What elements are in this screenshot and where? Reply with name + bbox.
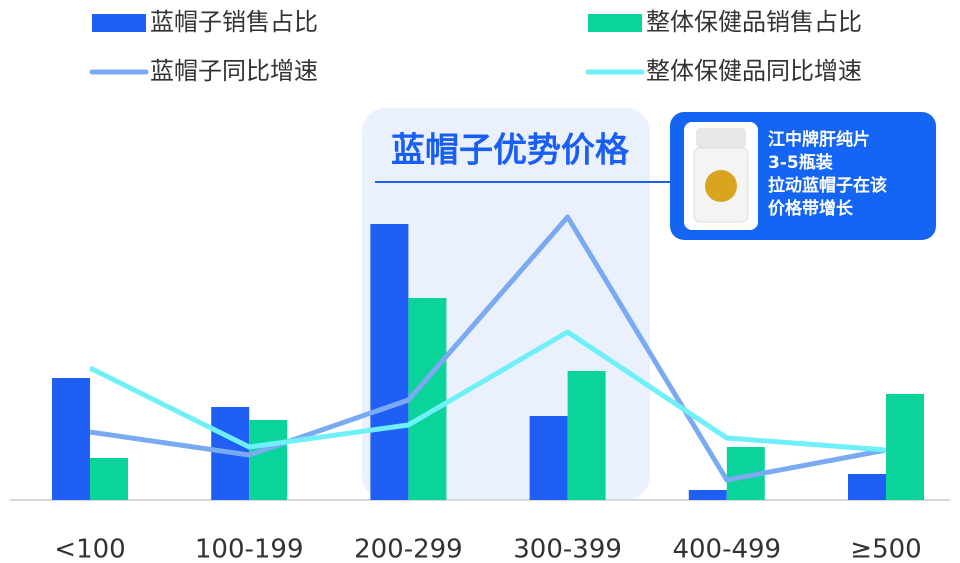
legend-label: 整体保健品同比增速 — [646, 57, 862, 85]
legend-swatch — [588, 14, 642, 32]
x-tick-label: 300-399 — [513, 535, 622, 563]
x-tick-label: 400-499 — [672, 535, 781, 563]
bar — [530, 416, 568, 500]
callout-line: 江中牌肝纯片 — [768, 129, 870, 150]
bottle-label — [705, 170, 737, 202]
legend-label: 整体保健品销售占比 — [646, 8, 862, 36]
legend-label: 蓝帽子销售占比 — [150, 8, 318, 36]
highlight-title: 蓝帽子优势价格 — [391, 131, 630, 171]
bar — [568, 371, 606, 500]
callout-line: 3-5瓶装 — [768, 152, 833, 173]
bar — [370, 224, 408, 500]
legend-swatch — [92, 14, 146, 32]
bottle-cap — [696, 128, 746, 148]
bar — [689, 490, 727, 500]
legend-label: 蓝帽子同比增速 — [150, 57, 318, 85]
bar — [90, 458, 128, 500]
callout-line: 价格带增长 — [768, 198, 854, 219]
bar — [52, 378, 90, 500]
bar — [886, 394, 924, 500]
bar — [408, 298, 446, 500]
callout-line: 拉动蓝帽子在该 — [768, 175, 887, 196]
x-tick-label: ≥500 — [850, 535, 921, 563]
bar — [249, 420, 287, 500]
chart: 蓝帽子优势价格 江中牌肝纯片3-5瓶装拉动蓝帽子在该价格带增长 蓝帽子销售占比整… — [0, 0, 960, 563]
x-tick-label: <100 — [54, 535, 125, 563]
bar — [848, 474, 886, 500]
x-tick-label: 200-299 — [354, 535, 463, 563]
x-tick-label: 100-199 — [195, 535, 304, 563]
